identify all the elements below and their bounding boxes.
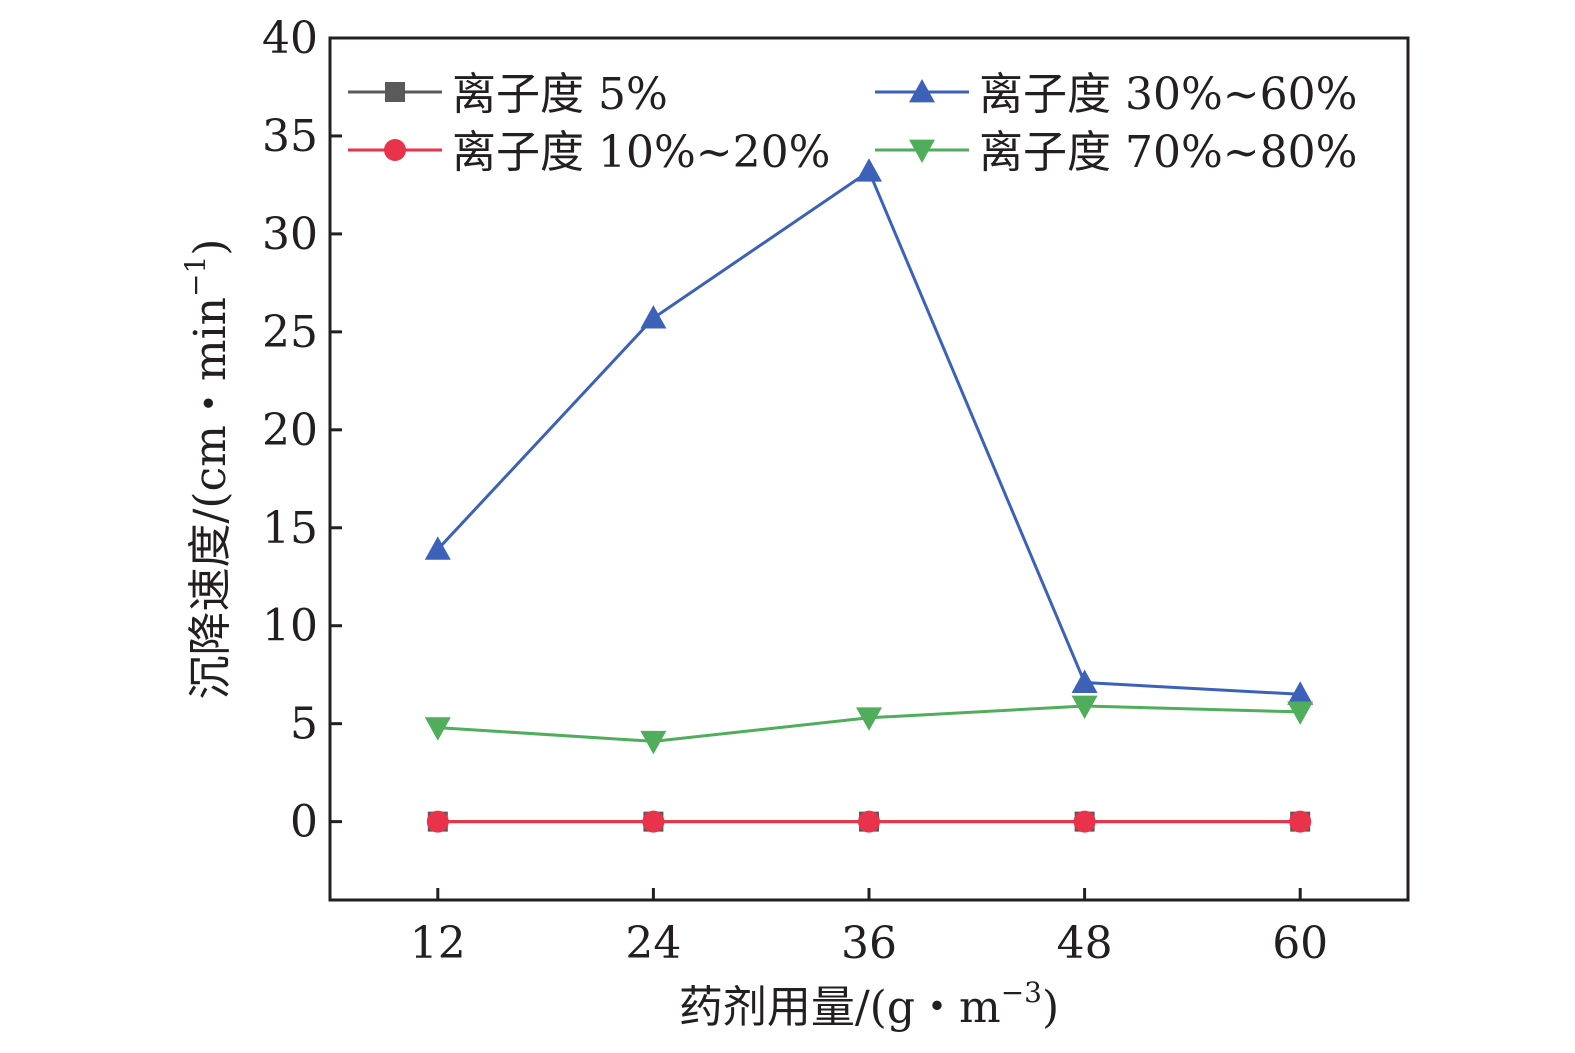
x-tick-label: 48: [1057, 918, 1113, 969]
legend-swatch-marker: [384, 139, 406, 161]
legend-label: 离子度 5%: [452, 69, 668, 120]
data-point: [1287, 681, 1314, 705]
legend-item: 离子度 70%~80%: [875, 127, 1357, 178]
series-1: [426, 810, 1312, 833]
y-tick-label: 0: [290, 797, 318, 848]
series-2: [424, 158, 1314, 705]
y-axis-label-sup: −1: [179, 256, 212, 297]
y-axis-label-tail: ): [185, 239, 236, 256]
data-point: [1071, 695, 1098, 720]
y-axis-label: 沉降速度/(cm・min−1): [179, 239, 236, 700]
data-point: [858, 810, 880, 833]
x-axis-label-tail: ): [1042, 982, 1059, 1033]
legend-swatch-marker: [385, 82, 405, 102]
x-tick-label: 24: [625, 918, 681, 969]
x-axis-ticks: 12 24 36 48 60: [410, 888, 1328, 969]
y-tick-label: 40: [262, 13, 318, 64]
y-tick-label: 25: [262, 307, 318, 358]
legend-swatch-marker: [909, 79, 935, 103]
legend-swatch-marker: [909, 139, 935, 163]
y-tick-label: 20: [262, 405, 318, 456]
y-tick-label: 35: [262, 111, 318, 162]
series-group: [424, 158, 1314, 833]
data-point: [1073, 810, 1096, 833]
data-point: [642, 810, 665, 833]
y-tick-label: 15: [262, 503, 318, 554]
legend-item: 离子度 10%~20%: [348, 127, 830, 178]
series-line: [436, 168, 1301, 696]
x-tick-label: 12: [410, 918, 466, 969]
y-tick-label: 5: [290, 699, 318, 750]
y-axis-ticks: 0 5 10 15 20 25 30 35 40: [262, 13, 342, 848]
data-point: [424, 717, 451, 741]
x-tick-label: 36: [841, 918, 897, 969]
legend-item: 离子度 30%~60%: [875, 69, 1357, 120]
data-point: [426, 810, 449, 833]
data-point: [424, 536, 451, 560]
data-point: [1289, 810, 1312, 833]
data-point: [856, 158, 882, 182]
series-3: [424, 695, 1314, 755]
y-tick-label: 30: [262, 209, 318, 260]
x-axis-label-sup: −3: [1001, 976, 1042, 1009]
data-point: [640, 730, 667, 755]
legend-label: 离子度 30%~60%: [979, 69, 1357, 120]
data-point: [640, 305, 667, 329]
legend-label: 离子度 10%~20%: [452, 127, 830, 178]
y-tick-label: 10: [262, 601, 318, 652]
x-axis-label: 药剂用量/(g・m−3): [679, 976, 1059, 1033]
legend: 离子度 5% 离子度 10%~20% 离子度 30%~60% 离子度 70%~80%: [348, 69, 1357, 178]
data-point: [1071, 669, 1098, 693]
legend-item: 离子度 5%: [348, 69, 668, 120]
data-point: [1287, 701, 1314, 725]
x-tick-label: 60: [1272, 918, 1328, 969]
legend-label: 离子度 70%~80%: [979, 127, 1357, 178]
data-point: [856, 707, 882, 731]
